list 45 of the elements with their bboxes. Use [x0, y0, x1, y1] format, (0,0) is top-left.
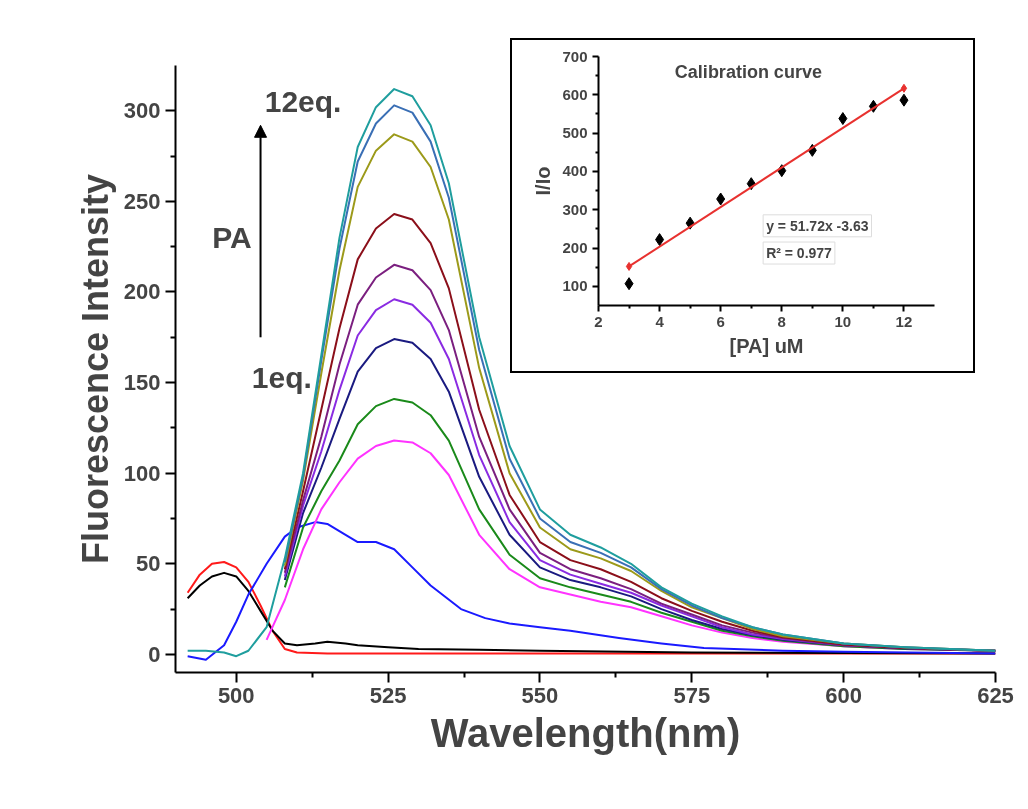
point: [624, 277, 634, 291]
x-tick-label: 600: [825, 682, 863, 708]
y-tick-label: 400: [562, 162, 588, 180]
y-tick-label: 500: [562, 124, 588, 142]
x-tick-label: 6: [716, 312, 725, 330]
x-tick-label: 550: [521, 682, 559, 708]
x-tick-label: 4: [655, 312, 665, 330]
x-tick-label: 10: [834, 312, 852, 330]
x-tick-label: 2: [594, 312, 603, 330]
point: [899, 93, 909, 107]
chart-title: Calibration curve: [674, 61, 822, 82]
x-tick-label: 575: [673, 682, 711, 708]
point: [838, 112, 848, 126]
annotation: R² = 0.977: [766, 245, 833, 262]
annotation: y = 51.72x -3.63: [766, 217, 869, 234]
annotation: PA: [212, 221, 252, 255]
y-tick-label: 100: [562, 277, 588, 295]
y-tick-label: 700: [562, 47, 588, 65]
point: [655, 233, 665, 247]
line-series: [186, 88, 996, 658]
y-tick-label: 0: [148, 641, 161, 667]
x-axis-title: [PA] uM: [729, 334, 804, 357]
y-tick-label: 200: [123, 279, 161, 305]
y-tick-label: 300: [562, 200, 588, 218]
x-tick-label: 625: [977, 682, 1014, 708]
x-axis-title: Wavelength(nm): [430, 710, 741, 755]
y-tick-label: 150: [123, 370, 161, 396]
y-tick-label: 300: [123, 98, 161, 124]
line-series: [186, 521, 996, 661]
annotation: 12eq.: [264, 85, 342, 119]
y-tick-label: 50: [136, 551, 161, 577]
y-axis-title: Fluorescence Intensity: [74, 173, 116, 565]
x-tick-label: 8: [777, 312, 786, 330]
point: [716, 192, 726, 206]
annotation: 1eq.: [251, 360, 312, 394]
y-tick-label: 200: [562, 239, 588, 257]
x-tick-label: 12: [895, 312, 913, 330]
y-tick-label: 250: [123, 188, 161, 214]
point: [625, 261, 633, 271]
point: [900, 83, 908, 93]
y-tick-label: 600: [562, 85, 588, 103]
y-axis-title: I/Io: [532, 166, 555, 196]
x-tick-label: 500: [217, 682, 255, 708]
x-tick-label: 525: [369, 682, 407, 708]
y-tick-label: 100: [123, 460, 161, 486]
